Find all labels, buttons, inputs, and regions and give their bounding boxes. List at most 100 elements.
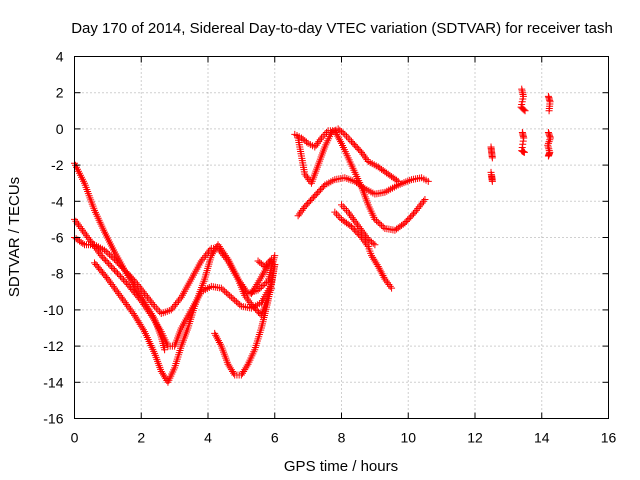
data-point-track-2 <box>100 255 108 263</box>
data-point-track-3 <box>259 281 267 289</box>
data-point-track-8 <box>341 130 349 138</box>
data-point-track-10 <box>375 264 383 272</box>
data-point-track-2 <box>119 276 127 284</box>
data-point-track-4 <box>215 243 223 251</box>
data-point-cluster-13.4 <box>520 148 528 156</box>
data-point-cluster-14.2 <box>544 143 552 151</box>
data-point-track-8 <box>393 176 401 184</box>
series-cluster-13.4 <box>517 85 529 156</box>
data-point-track-7 <box>307 197 315 205</box>
data-point-cluster-12.5 <box>488 153 496 161</box>
data-point-track-11 <box>346 210 354 218</box>
data-point-track-4 <box>207 252 215 260</box>
data-point-track-10 <box>331 208 339 216</box>
data-point-track-9 <box>407 213 415 221</box>
data-point-track-7 <box>311 192 319 200</box>
data-point-track-11 <box>344 208 352 216</box>
data-points <box>71 85 554 386</box>
data-point-track-3 <box>199 255 207 263</box>
data-point-track-4 <box>208 250 216 258</box>
data-point-track-2 <box>221 287 229 295</box>
data-point-track-9 <box>321 130 329 138</box>
data-point-track-11 <box>355 223 363 231</box>
data-point-track-2 <box>116 273 124 281</box>
data-point-track-8 <box>360 152 368 160</box>
data-point-track-8 <box>358 148 366 156</box>
data-point-track-4 <box>161 373 169 381</box>
axis-ticks <box>74 56 609 419</box>
data-point-track-9 <box>334 132 342 140</box>
data-point-track-11 <box>363 234 371 241</box>
data-point-track-4 <box>219 248 227 256</box>
data-point-track-4 <box>158 369 166 377</box>
data-point-track-8 <box>349 139 357 147</box>
data-point-cluster-14.2 <box>546 136 554 144</box>
data-point-track-10 <box>336 214 344 222</box>
data-point-track-11 <box>339 203 347 211</box>
data-point-cluster-13.4 <box>519 140 527 148</box>
data-point-track-2 <box>106 261 114 269</box>
data-point-track-4 <box>120 297 128 305</box>
data-point-track-6 <box>253 281 261 289</box>
data-point-track-11 <box>359 228 367 236</box>
data-point-track-4 <box>157 367 165 375</box>
data-point-track-3 <box>126 272 134 280</box>
y-tick-label: -14 <box>43 374 63 390</box>
data-point-track-9 <box>404 216 412 224</box>
data-point-track-5 <box>227 366 235 374</box>
data-point-track-9 <box>336 136 344 144</box>
data-point-track-9 <box>335 134 343 142</box>
data-point-track-4 <box>210 248 218 256</box>
data-point-track-11 <box>347 212 355 220</box>
data-point-track-2 <box>115 271 123 279</box>
data-point-track-3 <box>174 297 182 305</box>
data-point-track-7 <box>317 186 325 194</box>
data-point-track-8 <box>348 138 356 146</box>
data-point-track-9 <box>302 138 310 146</box>
data-point-track-6 <box>249 288 256 296</box>
data-point-track-2 <box>222 289 230 297</box>
data-point-track-3 <box>151 302 159 310</box>
data-point-track-3 <box>176 295 184 303</box>
data-point-track-3 <box>169 304 177 312</box>
data-point-track-4 <box>121 299 129 307</box>
data-point-track-5 <box>213 333 221 341</box>
data-point-track-10 <box>368 252 376 260</box>
data-point-track-9 <box>333 130 341 138</box>
data-point-track-11 <box>371 241 379 249</box>
data-point-cluster-14.2 <box>545 151 553 159</box>
data-point-track-9 <box>374 218 382 226</box>
x-tick-label: 0 <box>71 430 79 446</box>
data-point-track-3 <box>129 275 137 283</box>
data-point-track-4 <box>129 310 137 318</box>
data-point-track-9 <box>414 205 422 213</box>
data-point-track-2 <box>84 234 92 241</box>
data-point-track-9 <box>409 210 417 218</box>
data-point-track-2 <box>99 253 107 261</box>
series-track-11 <box>338 201 379 249</box>
data-point-track-2 <box>147 311 155 319</box>
data-point-track-4 <box>119 295 127 303</box>
y-tick-labels: -16 -14 -12 -10 -8 -6 -4 -2 0 2 4 <box>43 49 63 427</box>
y-tick-label: -6 <box>51 230 64 246</box>
data-point-track-7 <box>305 198 313 206</box>
data-point-cluster-12.5 <box>487 171 495 179</box>
data-point-track-3 <box>107 252 115 260</box>
data-point-track-3 <box>257 283 265 291</box>
data-point-track-4 <box>223 253 231 261</box>
data-point-track-5 <box>241 366 249 374</box>
data-point-track-4 <box>124 302 132 310</box>
data-point-track-5 <box>224 360 232 368</box>
data-point-track-9 <box>376 220 384 228</box>
data-point-track-4 <box>116 291 124 299</box>
data-point-track-10 <box>362 239 370 247</box>
data-point-track-9 <box>420 197 428 205</box>
data-point-track-4 <box>131 311 139 319</box>
data-point-track-4 <box>128 308 136 316</box>
data-point-track-7 <box>309 193 317 201</box>
data-point-track-4 <box>241 291 249 299</box>
data-point-cluster-14.2 <box>545 105 553 113</box>
data-point-track-4 <box>133 315 141 323</box>
data-point-track-9 <box>371 215 379 223</box>
x-tick-labels: 0 2 4 6 8 10 12 14 16 <box>71 430 617 446</box>
